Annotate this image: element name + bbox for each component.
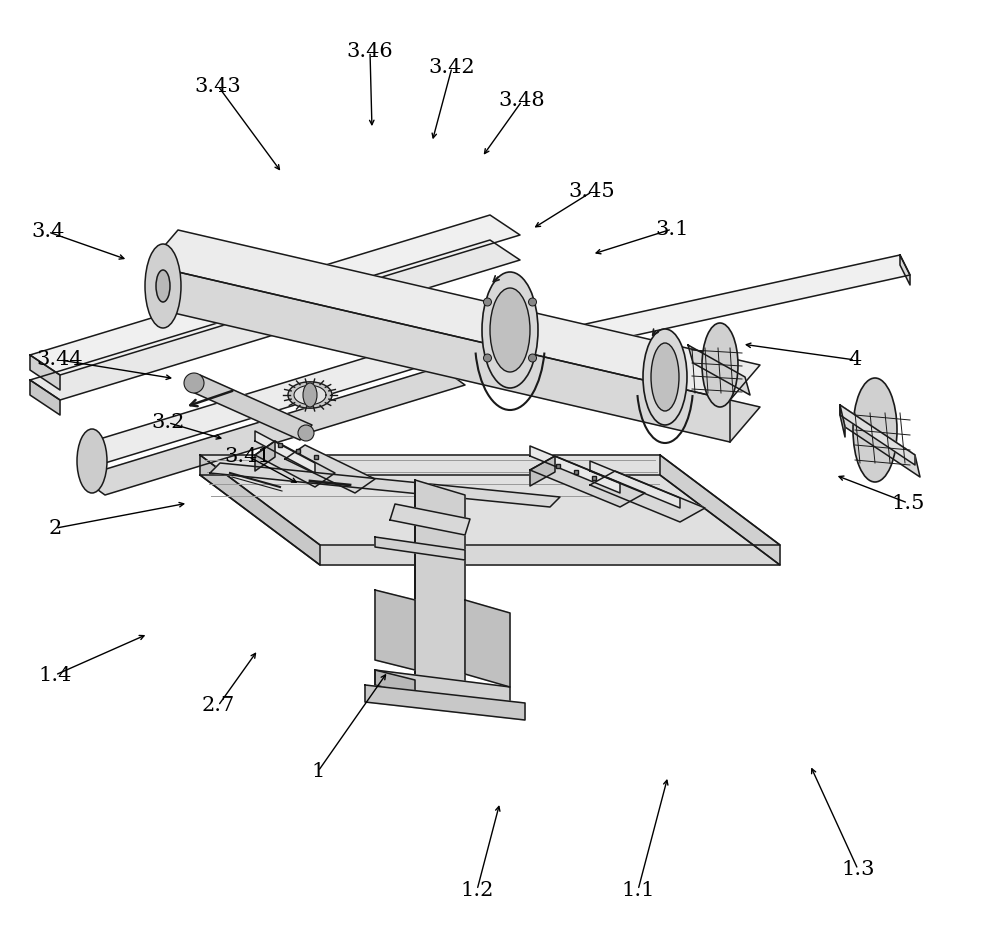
Text: 3.44: 3.44 [37,351,83,369]
Text: 1.2: 1.2 [460,881,494,899]
Polygon shape [294,385,326,405]
Polygon shape [80,335,465,463]
Polygon shape [375,670,415,695]
Polygon shape [375,537,465,560]
Polygon shape [148,230,760,400]
Polygon shape [530,456,645,507]
Ellipse shape [529,298,537,306]
Text: 3.1: 3.1 [655,220,689,238]
Text: 3.48: 3.48 [499,92,545,110]
Polygon shape [530,446,620,493]
Polygon shape [490,345,500,375]
Ellipse shape [483,354,491,362]
Ellipse shape [77,429,107,493]
Polygon shape [530,456,555,486]
Ellipse shape [298,425,314,441]
Polygon shape [840,405,845,437]
Text: 1.3: 1.3 [841,860,875,879]
Ellipse shape [184,373,204,393]
Polygon shape [590,461,680,508]
Ellipse shape [482,272,538,388]
Polygon shape [375,670,510,707]
Text: 3.42: 3.42 [429,58,475,77]
Text: 1.4: 1.4 [38,666,72,684]
Text: 1.1: 1.1 [621,881,655,899]
Text: 3.41: 3.41 [225,447,271,466]
Polygon shape [188,375,312,440]
Ellipse shape [490,288,530,372]
Polygon shape [688,345,750,395]
Polygon shape [30,380,60,415]
Polygon shape [30,240,520,400]
Polygon shape [255,431,315,473]
Ellipse shape [651,343,679,411]
Ellipse shape [643,329,687,425]
Polygon shape [255,441,335,487]
Polygon shape [285,445,375,493]
Polygon shape [490,255,910,365]
Polygon shape [148,272,760,442]
Text: 3.4: 3.4 [31,223,65,241]
Text: 3.46: 3.46 [347,42,393,61]
Polygon shape [255,441,275,471]
Polygon shape [415,480,465,695]
Polygon shape [590,471,705,522]
Ellipse shape [853,378,897,482]
Polygon shape [840,405,920,477]
Polygon shape [210,463,560,507]
Polygon shape [30,215,520,375]
Ellipse shape [145,244,181,328]
Ellipse shape [483,298,491,306]
Polygon shape [200,455,780,545]
Text: 3.45: 3.45 [569,182,615,201]
Polygon shape [200,455,320,565]
Polygon shape [390,504,470,535]
Polygon shape [365,685,525,720]
Text: 1: 1 [311,762,325,781]
Ellipse shape [156,270,170,302]
Polygon shape [840,405,915,465]
Polygon shape [80,367,465,495]
Text: 2: 2 [48,519,62,538]
Text: 1.5: 1.5 [891,494,925,512]
Polygon shape [900,255,910,285]
Polygon shape [200,475,780,565]
Polygon shape [465,600,510,687]
Ellipse shape [702,323,738,407]
Polygon shape [288,381,332,409]
Ellipse shape [529,354,537,362]
Text: 3.2: 3.2 [151,413,185,432]
Polygon shape [375,590,415,670]
Polygon shape [30,355,60,390]
Text: 3.43: 3.43 [195,77,241,95]
Polygon shape [660,455,780,565]
Text: 2.7: 2.7 [201,697,235,715]
Ellipse shape [303,383,317,407]
Text: 4: 4 [848,351,862,369]
